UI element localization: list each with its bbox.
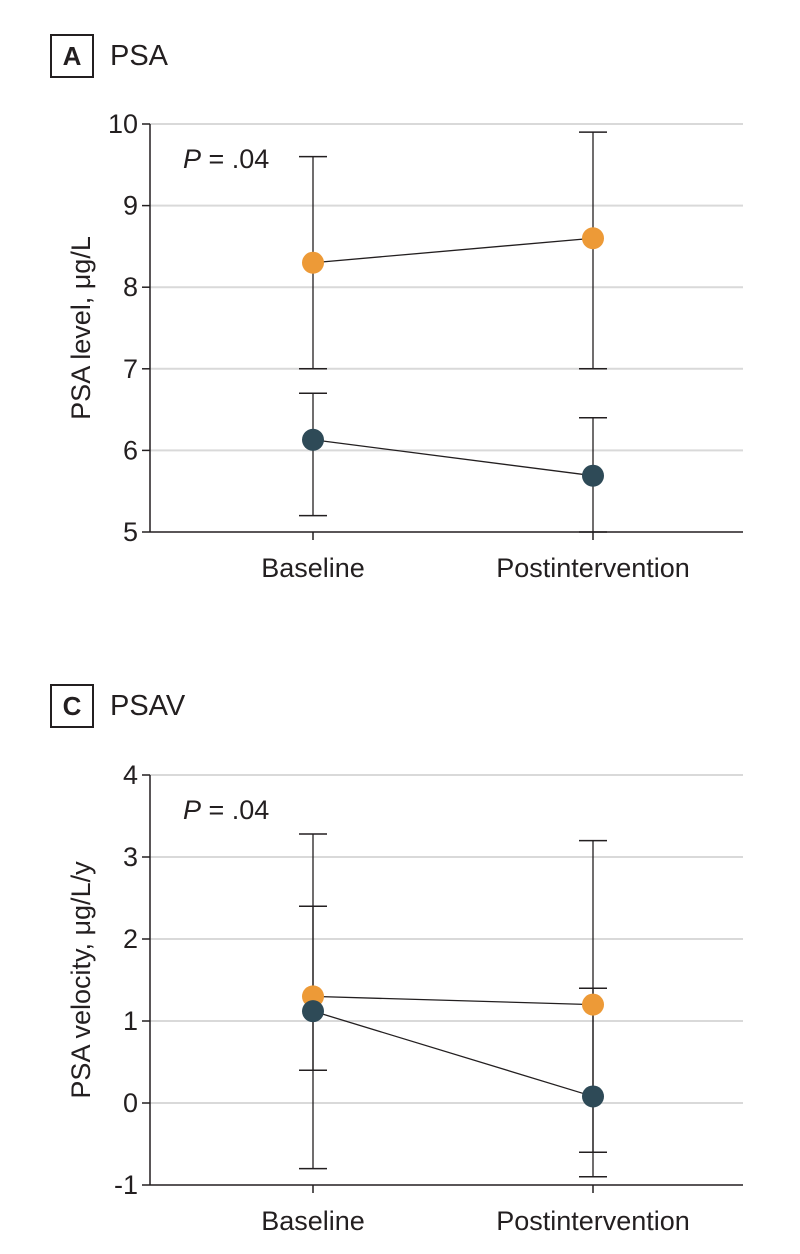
y-tick-label: 0	[123, 1088, 138, 1118]
series-line	[312, 995, 594, 1006]
y-axis-label: PSA level, μg/L	[66, 236, 96, 420]
p-value-text: = .04	[201, 795, 269, 825]
y-tick-label: 9	[123, 191, 138, 221]
data-point	[582, 1085, 604, 1108]
panel-header: C PSAV	[50, 682, 185, 730]
x-tick-label: Baseline	[261, 1206, 365, 1236]
y-tick-label: 4	[123, 760, 138, 790]
data-point	[582, 993, 604, 1016]
data-point	[582, 227, 604, 250]
p-value-symbol: P	[183, 144, 201, 174]
data-point	[302, 251, 324, 274]
x-tick-label: Postintervention	[496, 1206, 690, 1236]
psa-chart: 5 6 7 8 9 10 Baseline Postintervention PSA level…	[66, 109, 743, 583]
panel-letter: C	[50, 684, 94, 728]
data-point	[302, 428, 324, 451]
p-value-annotation: P = .04	[183, 144, 269, 174]
y-tick-label: 3	[123, 842, 138, 872]
y-tick-label: 10	[108, 109, 138, 139]
y-axis-label: PSA velocity, μg/L/y	[66, 861, 96, 1099]
panel-title: PSA	[110, 39, 169, 72]
x-tick-label: Baseline	[261, 553, 365, 583]
y-tick-label: 2	[123, 924, 138, 954]
panel-title: PSAV	[110, 689, 186, 722]
y-tick-label: 5	[123, 517, 138, 547]
y-tick-label: 7	[123, 354, 138, 384]
data-point	[302, 1000, 324, 1023]
y-tick-label: 1	[123, 1006, 138, 1036]
panel-letter: A	[50, 34, 94, 78]
panel-psav: C PSAV -1 0 1 2 3 4 Baseline Postintervention PS…	[0, 650, 800, 1254]
series-line	[312, 237, 594, 264]
x-tick-label: Postintervention	[496, 553, 690, 583]
panel-psa: A PSA 5 6 7 8 9 10 Baseline Postintervention PSA…	[0, 0, 800, 620]
p-value-annotation: P = .04	[183, 795, 269, 825]
data-point	[582, 464, 604, 487]
p-value-symbol: P	[183, 795, 201, 825]
psav-chart: -1 0 1 2 3 4 Baseline Postintervention PSA veloc…	[66, 760, 743, 1236]
y-tick-label: 8	[123, 272, 138, 302]
series-line	[312, 1010, 594, 1098]
y-tick-label: 6	[123, 435, 138, 465]
series-line	[312, 439, 594, 477]
y-tick-label: -1	[114, 1170, 138, 1200]
p-value-text: = .04	[201, 144, 269, 174]
panel-header: A PSA	[50, 32, 168, 80]
